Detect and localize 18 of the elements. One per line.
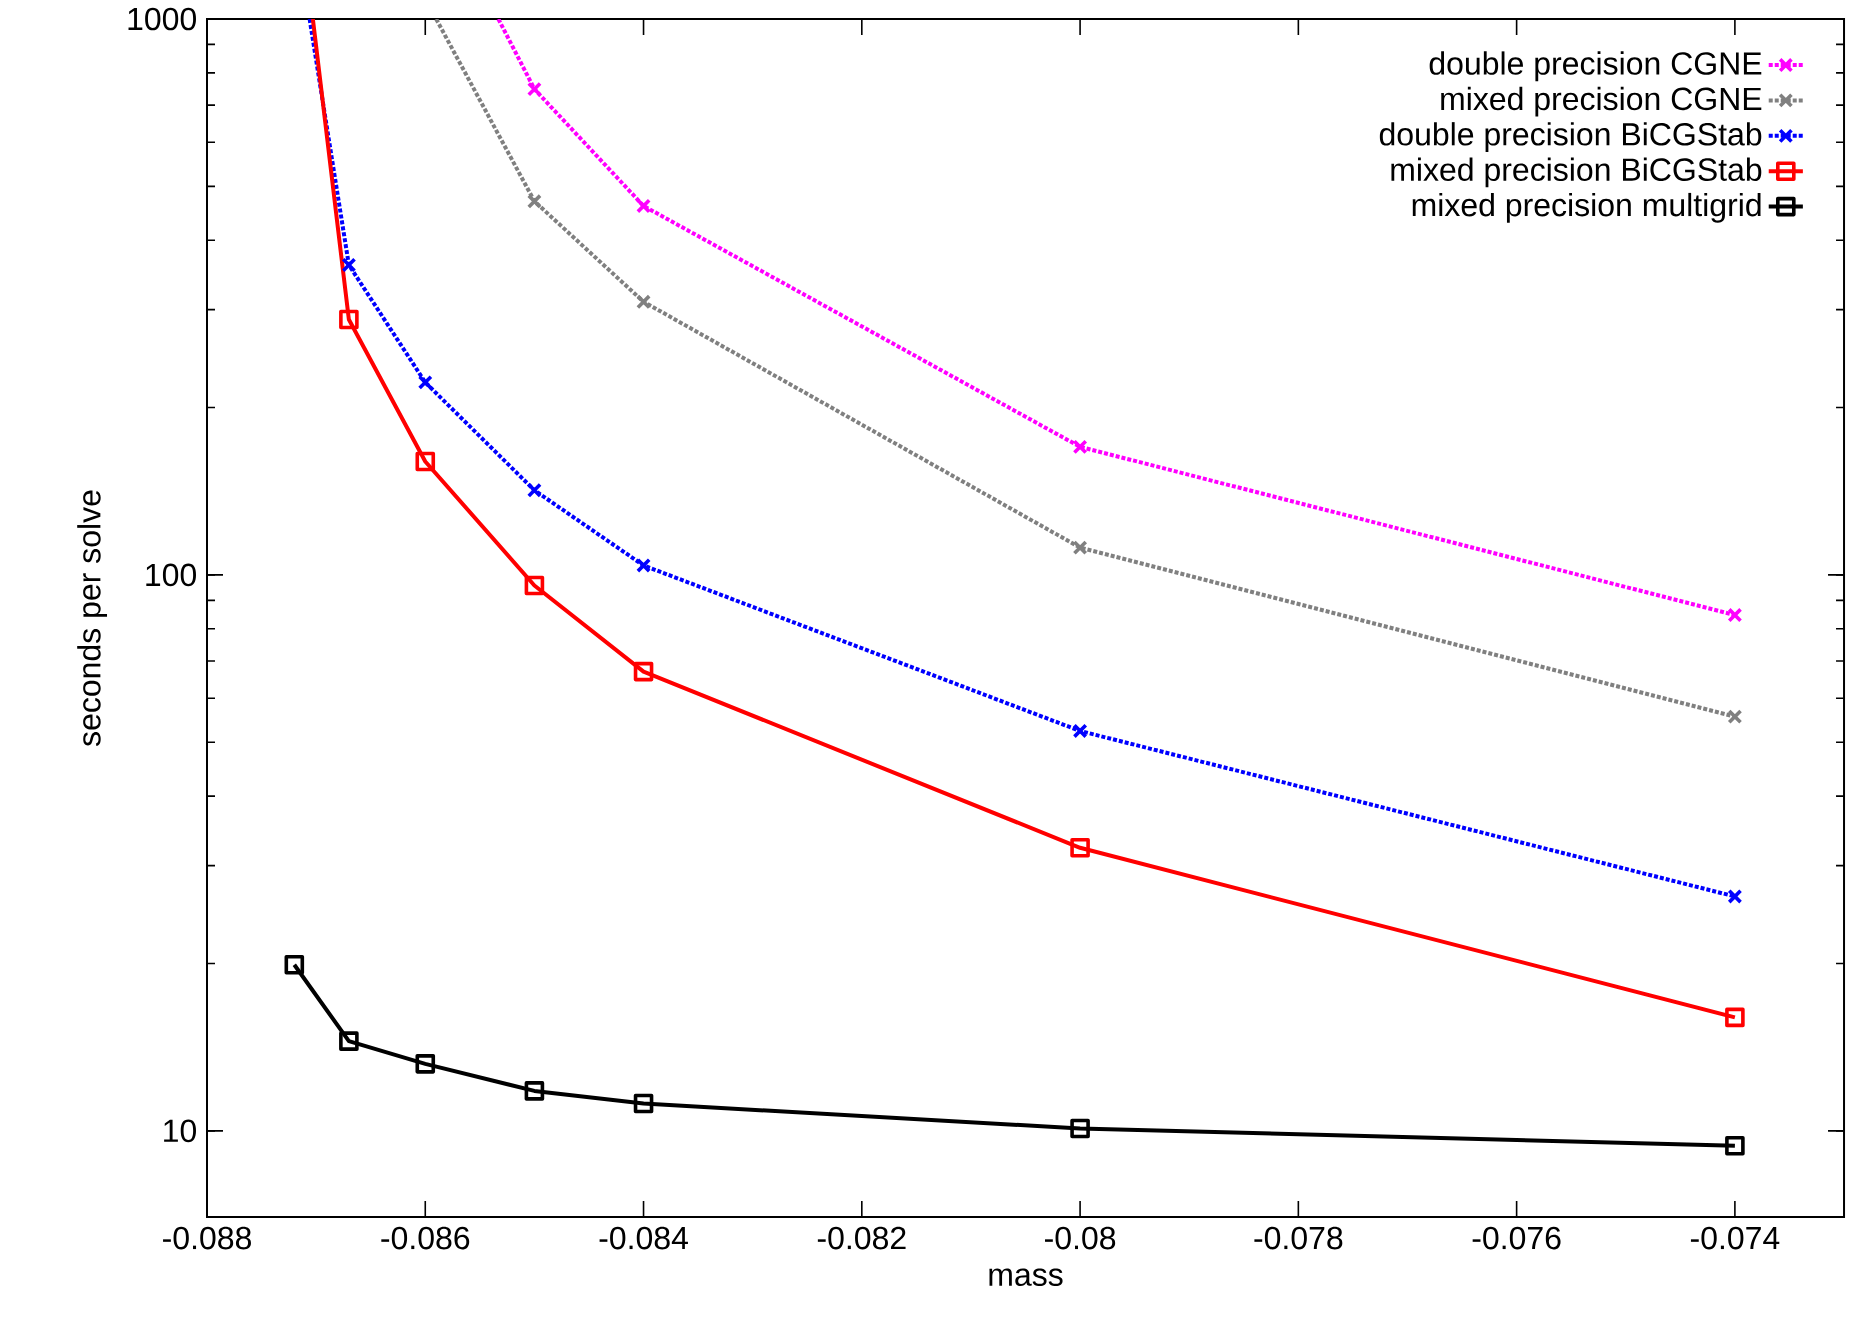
x-tick-label: -0.084 — [599, 1226, 688, 1250]
y-tick-label: 10 — [164, 1119, 196, 1143]
x-tick-label: -0.08 — [1045, 1226, 1116, 1250]
x-tick-label: -0.082 — [817, 1226, 906, 1250]
x-tick-label: -0.076 — [1472, 1226, 1561, 1250]
legend-label: mixed precision multigrid — [1412, 192, 1761, 223]
y-axis-title: seconds per solve — [77, 490, 108, 747]
x-tick-label: -0.088 — [163, 1226, 251, 1250]
x-tick-label: -0.074 — [1690, 1226, 1780, 1250]
x-tick-label: -0.078 — [1254, 1226, 1343, 1250]
y-tick-label: 1000 — [128, 7, 196, 31]
legend-label: mixed precision BiCGStab — [1391, 157, 1762, 188]
x-tick-label: -0.086 — [381, 1226, 470, 1250]
legend-label: mixed precision CGNE — [1441, 86, 1762, 117]
legend-label: double precision CGNE — [1429, 51, 1762, 82]
y-tick-label: 100 — [146, 563, 196, 587]
legend-label: double precision BiCGStab — [1379, 122, 1762, 152]
x-axis-title: mass — [989, 1268, 1063, 1286]
